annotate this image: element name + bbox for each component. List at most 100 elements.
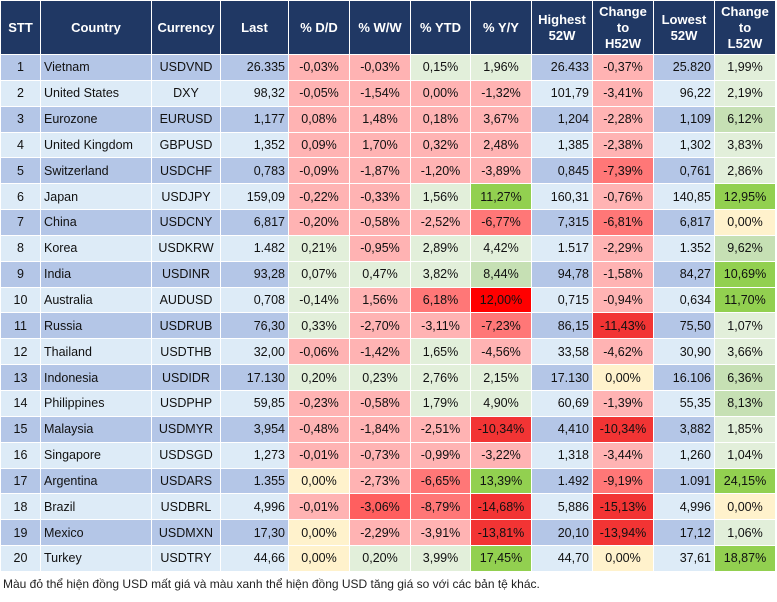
cell-low: 30,90 [653, 338, 715, 366]
cell-high: 101,79 [531, 79, 593, 107]
cell-yy: 1,96% [470, 54, 532, 81]
cell-ytd: -3,91% [410, 519, 471, 547]
table-body: 1 Vietnam USDVND 26.335 -0,03% -0,03% 0,15% 1,9… [0, 54, 776, 572]
cell-high: 160,31 [531, 183, 593, 211]
cell-yy: -14,68% [470, 493, 532, 521]
cell-yy: 4,42% [470, 234, 532, 262]
cell-dd: -0,01% [288, 441, 350, 469]
header-country: Country [40, 0, 152, 55]
cell-last: 76,30 [220, 312, 289, 340]
cell-ytd: 1,79% [410, 389, 471, 417]
cell-cl: 6,36% [714, 364, 776, 391]
cell-last: 3,954 [220, 415, 289, 443]
cell-cl: 11,70% [714, 286, 776, 314]
cell-dd: 0,09% [288, 131, 350, 159]
cell-stt: 8 [0, 234, 41, 262]
cell-country: Singapore [40, 441, 152, 469]
cell-ch: -10,34% [592, 415, 654, 443]
cell-country: Mexico [40, 519, 152, 547]
cell-dd: -0,22% [288, 183, 350, 211]
cell-dd: 0,21% [288, 234, 350, 262]
cell-stt: 5 [0, 157, 41, 185]
cell-high: 1,318 [531, 441, 593, 469]
cell-ww: -0,58% [349, 389, 411, 417]
cell-ww: -2,70% [349, 312, 411, 340]
cell-ytd: -0,99% [410, 441, 471, 469]
table-row: 10 Australia AUDUSD 0,708 -0,14% 1,56% 6,18% 12… [0, 286, 776, 314]
cell-yy: 3,67% [470, 105, 532, 133]
cell-ch: -0,94% [592, 286, 654, 314]
cell-cl: 2,86% [714, 157, 776, 185]
cell-currency: USDBRL [151, 493, 221, 521]
cell-stt: 10 [0, 286, 41, 314]
cell-last: 17,30 [220, 519, 289, 547]
cell-high: 44,70 [531, 545, 593, 572]
cell-currency: USDIDR [151, 364, 221, 391]
cell-last: 1.482 [220, 234, 289, 262]
cell-dd: 0,33% [288, 312, 350, 340]
cell-ww: 0,23% [349, 364, 411, 391]
cell-ch: -7,39% [592, 157, 654, 185]
cell-ch: 0,00% [592, 364, 654, 391]
table-row: 19 Mexico USDMXN 17,30 0,00% -2,29% -3,91% -13,… [0, 519, 776, 547]
cell-ww: 1,48% [349, 105, 411, 133]
cell-dd: -0,01% [288, 493, 350, 521]
cell-last: 0,783 [220, 157, 289, 185]
cell-high: 4,410 [531, 415, 593, 443]
cell-dd: 0,00% [288, 545, 350, 572]
cell-ww: -1,54% [349, 79, 411, 107]
cell-yy: 12,00% [470, 286, 532, 314]
table-row: 5 Switzerland USDCHF 0,783 -0,09% -1,87% -1,20… [0, 157, 776, 185]
cell-ww: 0,20% [349, 545, 411, 572]
cell-currency: USDPHP [151, 389, 221, 417]
cell-cl: 0,00% [714, 493, 776, 521]
cell-country: Indonesia [40, 364, 152, 391]
cell-stt: 15 [0, 415, 41, 443]
cell-low: 55,35 [653, 389, 715, 417]
cell-last: 159,09 [220, 183, 289, 211]
cell-country: Australia [40, 286, 152, 314]
header-stt: STT [0, 0, 41, 55]
cell-stt: 18 [0, 493, 41, 521]
cell-country: Brazil [40, 493, 152, 521]
cell-low: 17,12 [653, 519, 715, 547]
header-row: STT Country Currency Last% D/D% W/W% YTD% Y… [0, 0, 776, 55]
cell-currency: USDARS [151, 467, 221, 495]
table-row: 17 Argentina USDARS 1.355 0,00% -2,73% -6,65% 1… [0, 467, 776, 495]
header-ytd: % YTD [410, 0, 471, 55]
cell-stt: 12 [0, 338, 41, 366]
cell-high: 7,315 [531, 209, 593, 236]
cell-ytd: -3,11% [410, 312, 471, 340]
table-row: 16 Singapore USDSGD 1,273 -0,01% -0,73% -0,99%… [0, 441, 776, 469]
cell-yy: -13,81% [470, 519, 532, 547]
cell-last: 98,32 [220, 79, 289, 107]
cell-yy: -1,32% [470, 79, 532, 107]
cell-country: China [40, 209, 152, 236]
cell-ch: 0,00% [592, 545, 654, 572]
cell-ww: 0,47% [349, 260, 411, 288]
cell-dd: -0,20% [288, 209, 350, 236]
cell-high: 17.130 [531, 364, 593, 391]
cell-high: 0,845 [531, 157, 593, 185]
cell-ww: 1,70% [349, 131, 411, 159]
cell-yy: 17,45% [470, 545, 532, 572]
cell-currency: USDMXN [151, 519, 221, 547]
cell-currency: GBPUSD [151, 131, 221, 159]
cell-low: 1.352 [653, 234, 715, 262]
cell-currency: USDRUB [151, 312, 221, 340]
cell-high: 94,78 [531, 260, 593, 288]
cell-currency: USDJPY [151, 183, 221, 211]
cell-high: 86,15 [531, 312, 593, 340]
cell-stt: 3 [0, 105, 41, 133]
cell-ch: -0,76% [592, 183, 654, 211]
cell-cl: 8,13% [714, 389, 776, 417]
footnote: Màu đỏ thể hiện đồng USD mất giá và màu … [3, 577, 540, 591]
table-row: 1 Vietnam USDVND 26.335 -0,03% -0,03% 0,15% 1,9… [0, 54, 776, 81]
cell-yy: -10,34% [470, 415, 532, 443]
cell-currency: USDCHF [151, 157, 221, 185]
cell-ww: -0,33% [349, 183, 411, 211]
cell-dd: 0,20% [288, 364, 350, 391]
header-cl: Change to L52W [714, 0, 776, 55]
cell-stt: 9 [0, 260, 41, 288]
cell-low: 6,817 [653, 209, 715, 236]
